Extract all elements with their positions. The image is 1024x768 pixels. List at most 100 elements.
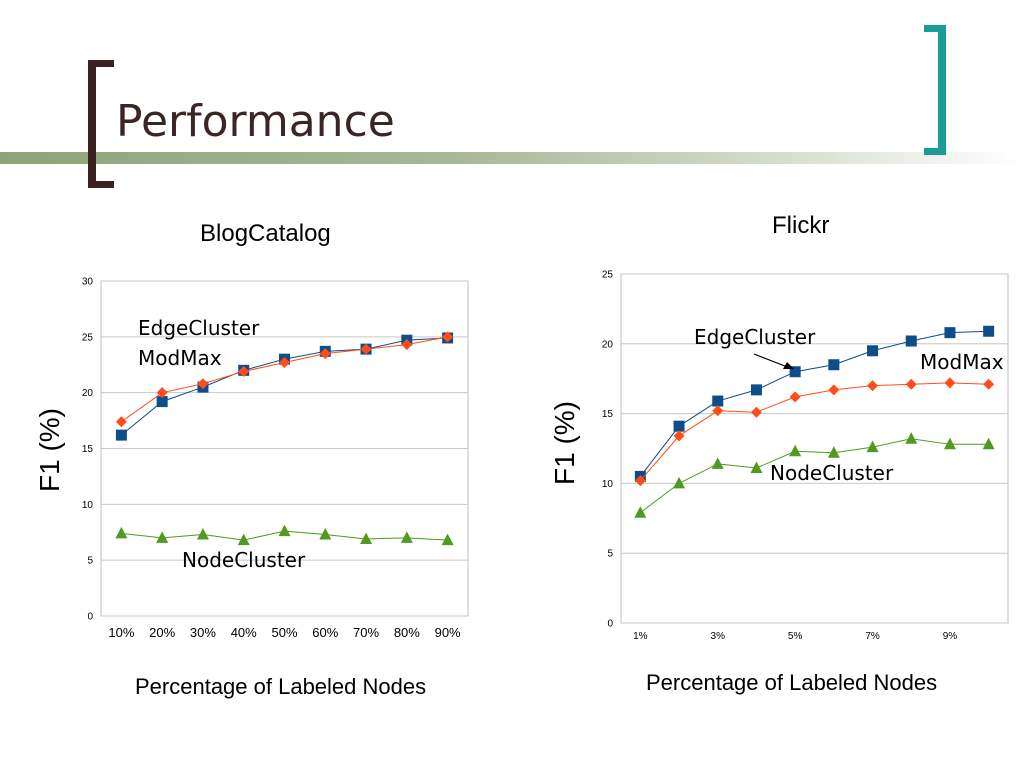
data-point-modmax <box>634 475 646 487</box>
y-tick-label: 25 <box>82 332 94 343</box>
data-point-nodecluster <box>634 506 647 518</box>
data-point-nodecluster <box>115 526 128 539</box>
data-point-nodecluster <box>905 432 918 444</box>
left-bracket-vertical <box>88 60 96 188</box>
data-point-nodecluster <box>750 461 763 474</box>
annotation-edgecluster-blogcatalog: EdgeCluster <box>138 316 260 340</box>
data-point-nodecluster <box>360 532 373 544</box>
left-bracket-bottom <box>88 181 114 188</box>
data-point-nodecluster <box>278 524 291 537</box>
chart-blogcatalog: 0 5 10 15 20 25 30 10% 20% 30% 40% 50% 60% 70% 80% 90% <box>82 277 469 640</box>
data-point-modmax <box>197 378 209 390</box>
data-point-nodecluster <box>827 446 840 458</box>
y-tick-label: 0 <box>607 619 613 630</box>
data-point-edgecluster <box>712 395 724 407</box>
data-point-edgecluster <box>944 327 956 339</box>
data-point-modmax <box>360 343 372 355</box>
y-tick-label: 10 <box>602 479 614 490</box>
y-tick-label: 5 <box>607 549 613 560</box>
right-bracket-top <box>924 25 946 32</box>
y-tick-label: 0 <box>87 612 93 623</box>
data-point-edgecluster <box>750 384 762 396</box>
y-tick-label: 5 <box>87 556 93 567</box>
data-point-edgecluster <box>673 420 685 432</box>
slide-title: Performance <box>116 96 395 147</box>
data-point-modmax <box>905 378 917 390</box>
x-tick-label: 30% <box>190 625 216 640</box>
x-axis-label-flickr: Percentage of Labeled Nodes <box>646 670 938 695</box>
data-point-modmax <box>983 378 995 390</box>
data-point-nodecluster <box>196 527 209 540</box>
annotation-nodecluster-flickr: NodeCluster <box>770 461 894 485</box>
data-point-edgecluster <box>115 429 127 441</box>
annotation-arrow-flickr <box>753 353 794 369</box>
chart-title-blogcatalog: BlogCatalog <box>200 220 331 247</box>
data-point-modmax <box>828 384 840 396</box>
x-tick-label: 50% <box>271 625 297 640</box>
series-line-edgecluster <box>639 330 989 477</box>
x-tick-label: 20% <box>149 625 175 640</box>
data-point-nodecluster <box>982 437 995 450</box>
data-point-edgecluster <box>789 366 801 378</box>
title-band-bar <box>0 152 1024 164</box>
data-point-modmax <box>115 416 127 428</box>
right-bracket-bottom <box>924 148 946 155</box>
x-tick-label: 60% <box>312 625 338 640</box>
y-tick-label: 30 <box>82 277 94 288</box>
data-point-modmax <box>319 348 331 360</box>
data-point-edgecluster <box>156 396 168 408</box>
x-tick-label: 7% <box>865 631 880 642</box>
x-tick-label: 70% <box>353 625 379 640</box>
x-tick-label: 1% <box>633 631 648 642</box>
chart-flickr: 0 5 10 15 20 25 1% 3% 5% 7% 9% <box>602 270 1009 642</box>
data-point-nodecluster <box>711 457 724 469</box>
data-point-modmax <box>156 387 168 399</box>
data-point-modmax <box>712 405 724 417</box>
annotation-edgecluster-flickr: EdgeCluster <box>694 325 816 349</box>
y-tick-label: 15 <box>602 409 614 420</box>
y-axis-label-flickr: F1 (%) <box>549 401 580 485</box>
x-tick-label: 40% <box>231 625 257 640</box>
x-axis-label-blogcatalog: Percentage of Labeled Nodes <box>135 674 427 699</box>
data-point-edgecluster <box>867 345 879 357</box>
y-tick-label: 25 <box>602 270 614 281</box>
data-point-modmax <box>789 391 801 403</box>
data-point-nodecluster <box>400 531 413 543</box>
data-point-modmax <box>867 380 879 392</box>
x-tick-label: 90% <box>435 625 461 640</box>
x-tick-label: 3% <box>711 631 726 642</box>
x-tick-label: 10% <box>108 625 134 640</box>
data-point-nodecluster <box>789 444 802 457</box>
data-point-modmax <box>442 331 454 343</box>
series-line-nodecluster <box>640 438 989 514</box>
left-bracket-top <box>88 60 114 67</box>
x-tick-label: 80% <box>394 625 420 640</box>
data-point-modmax <box>944 377 956 389</box>
annotation-nodecluster-blogcatalog: NodeCluster <box>182 548 306 572</box>
data-point-modmax <box>401 339 413 351</box>
data-point-nodecluster <box>943 437 956 450</box>
x-tick-label: 5% <box>788 631 803 642</box>
data-point-nodecluster <box>319 527 332 540</box>
y-tick-label: 10 <box>82 500 94 511</box>
data-point-modmax <box>238 365 250 377</box>
data-point-nodecluster <box>237 533 250 546</box>
annotation-modmax-blogcatalog: ModMax <box>138 346 222 370</box>
y-tick-label: 20 <box>602 339 614 350</box>
series-line-modmax <box>639 382 989 481</box>
data-point-edgecluster <box>828 359 840 371</box>
data-point-edgecluster <box>983 325 995 337</box>
y-tick-label: 15 <box>82 444 94 455</box>
data-point-modmax <box>673 430 685 442</box>
annotation-modmax-flickr: ModMax <box>920 350 1004 374</box>
data-point-modmax <box>279 357 290 369</box>
right-bracket-vertical <box>938 25 946 155</box>
chart-title-flickr: Flickr <box>772 212 830 239</box>
data-point-nodecluster <box>673 476 686 489</box>
data-point-nodecluster <box>156 531 169 543</box>
data-point-nodecluster <box>866 440 879 453</box>
x-tick-label: 9% <box>943 631 958 642</box>
data-point-modmax <box>750 406 762 418</box>
data-point-nodecluster <box>441 533 454 546</box>
data-point-edgecluster <box>905 335 917 347</box>
